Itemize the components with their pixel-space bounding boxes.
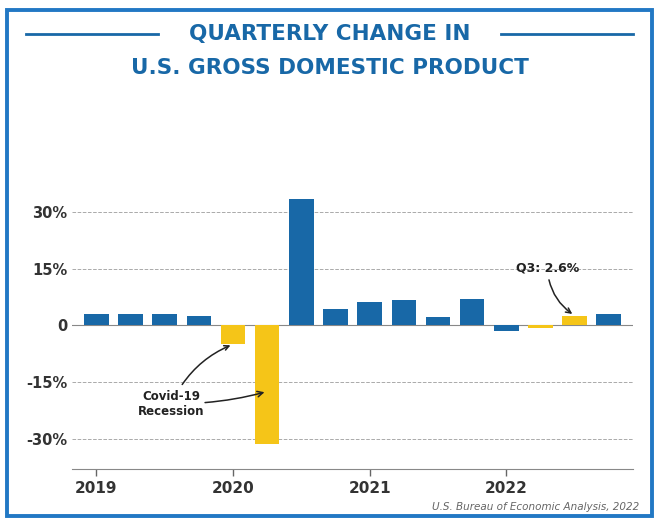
Bar	[562, 316, 587, 325]
Bar	[289, 199, 314, 325]
Bar	[118, 314, 143, 325]
Bar	[596, 314, 621, 325]
Text: U.S. GROSS DOMESTIC PRODUCT: U.S. GROSS DOMESTIC PRODUCT	[130, 58, 529, 78]
Bar	[323, 309, 348, 325]
Text: Q3: 2.6%: Q3: 2.6%	[515, 262, 579, 313]
Bar	[186, 316, 211, 325]
Text: U.S. Bureau of Economic Analysis, 2022: U.S. Bureau of Economic Analysis, 2022	[432, 502, 639, 512]
Bar	[221, 325, 245, 344]
Bar	[494, 325, 519, 331]
Text: QUARTERLY CHANGE IN: QUARTERLY CHANGE IN	[188, 24, 471, 44]
Bar	[152, 314, 177, 325]
Bar	[460, 299, 484, 325]
Bar	[84, 314, 109, 325]
Bar	[528, 325, 553, 328]
Bar	[255, 325, 279, 444]
Bar	[357, 302, 382, 325]
Text: Covid-19
Recession: Covid-19 Recession	[138, 346, 229, 417]
Bar	[426, 317, 450, 325]
Bar	[391, 300, 416, 325]
